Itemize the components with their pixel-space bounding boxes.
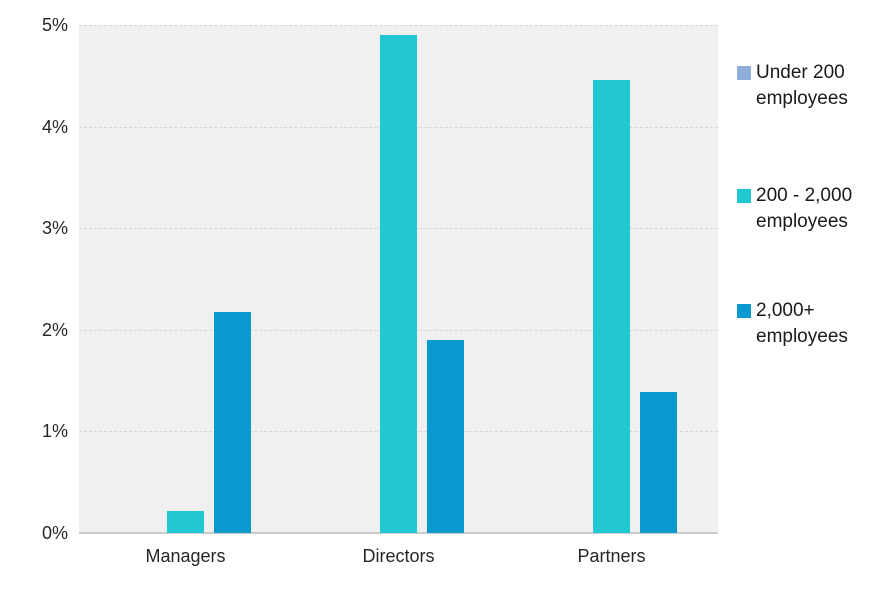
y-tick-label-4%: 4% (41, 116, 68, 137)
plot-area (79, 25, 718, 534)
y-tick-label-2%: 2% (41, 319, 68, 340)
bar-managers-series-2 (214, 311, 251, 533)
y-tick-label-3%: 3% (41, 218, 68, 239)
legend-item-1: 200 - 2,000 employees (737, 183, 852, 235)
legend-label-0: Under 200 employees (756, 62, 848, 109)
bar-managers-series-1 (167, 510, 204, 533)
legend-swatch-icon (737, 66, 751, 80)
bar-partners-series-2 (640, 391, 677, 533)
y-tick-label-5%: 5% (41, 15, 68, 35)
x-category-label-managers: Managers (145, 546, 226, 566)
bar-directors-series-2 (427, 339, 464, 533)
bar-directors-series-1 (380, 35, 417, 533)
legend-item-0: Under 200 employees (737, 60, 848, 112)
bar-partners-series-1 (593, 79, 630, 533)
legend-label-2: 2,000+ employees (756, 300, 848, 347)
y-tick-label-1%: 1% (41, 421, 68, 442)
chart-legend: Under 200 employees 200 - 2,000 employees… (737, 0, 886, 591)
legend-swatch-icon (737, 189, 751, 203)
x-category-label-directors: Directors (362, 546, 435, 566)
legend-label-1: 200 - 2,000 employees (756, 185, 853, 232)
gridline-5% (79, 25, 718, 26)
y-tick-label-0%: 0% (41, 523, 68, 543)
x-category-label-partners: Partners (577, 546, 646, 566)
legend-item-2: 2,000+ employees (737, 298, 848, 350)
legend-swatch-icon (737, 304, 751, 318)
x-axis-line (79, 532, 718, 534)
